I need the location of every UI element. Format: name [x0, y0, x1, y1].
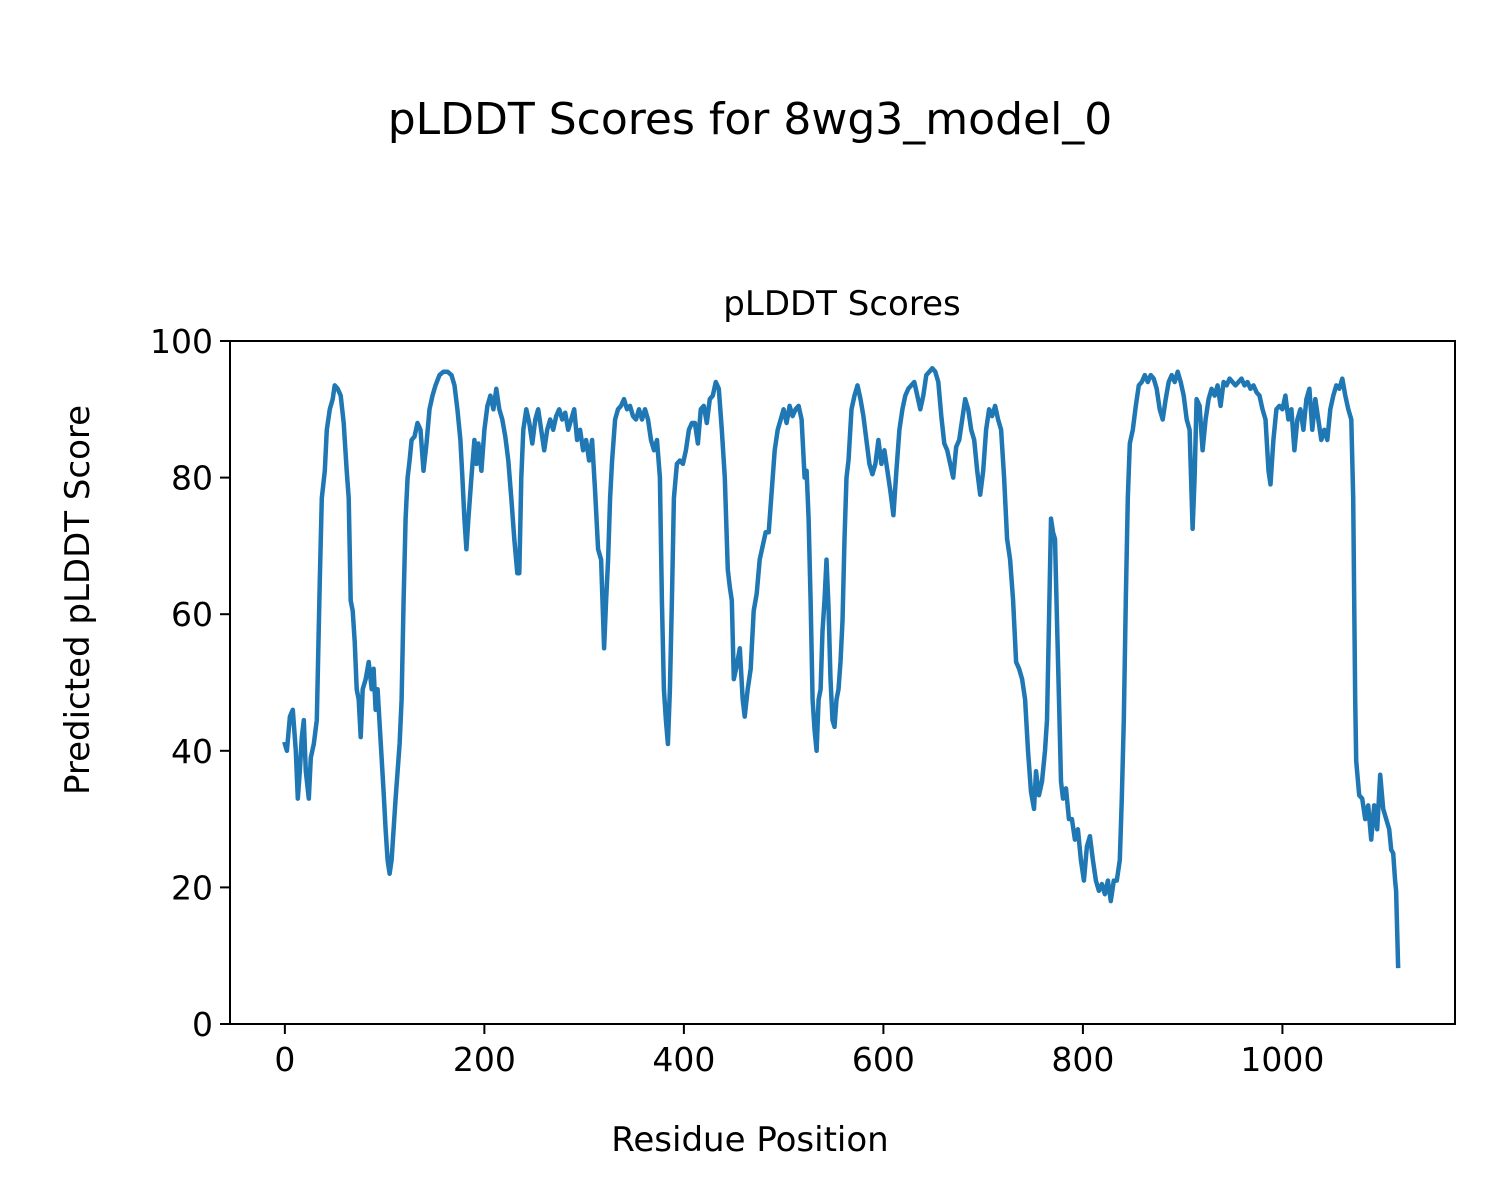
y-tick-label: 40 [171, 732, 213, 771]
y-tick-label: 60 [171, 595, 213, 634]
y-axis-ticks: 0 20 40 60 80 100 [150, 322, 230, 1044]
axes-title: pLDDT Scores [723, 284, 960, 324]
x-tick-label: 1000 [1240, 1040, 1324, 1079]
x-tick-label: 400 [652, 1040, 715, 1079]
x-tick-label: 800 [1051, 1040, 1114, 1079]
series-group [282, 366, 1401, 969]
y-axis-label: Predicted pLDDT Score [58, 405, 98, 795]
x-tick-label: 0 [274, 1040, 295, 1079]
x-axis-label: Residue Position [611, 1120, 888, 1160]
x-tick-label: 200 [453, 1040, 516, 1079]
y-tick-label: 80 [171, 459, 213, 498]
y-tick-label: 20 [171, 868, 213, 907]
axes-frame [229, 340, 1456, 1025]
x-axis-ticks: 0 200 400 600 800 1000 [274, 1024, 1324, 1079]
figure-suptitle: pLDDT Scores for 8wg3_model_0 [388, 94, 1113, 145]
y-tick-label: 100 [150, 322, 213, 361]
y-tick-label: 0 [192, 1005, 213, 1044]
x-tick-label: 600 [852, 1040, 915, 1079]
series-line-plddt [282, 366, 1401, 969]
